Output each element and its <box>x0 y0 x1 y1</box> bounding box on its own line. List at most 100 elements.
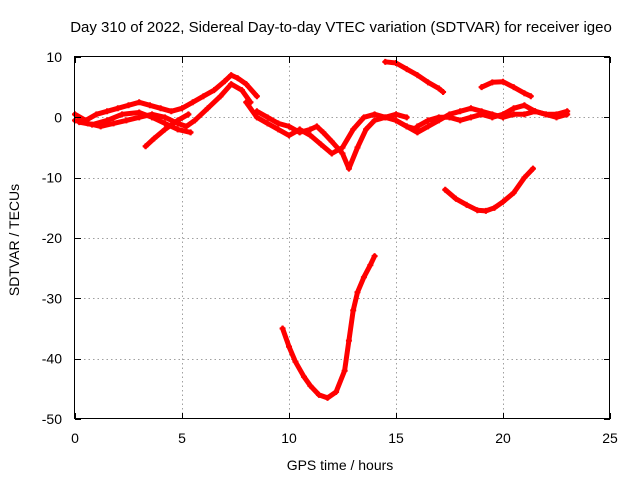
data-point <box>228 81 235 88</box>
data-point <box>478 84 485 91</box>
x-tick-label: 10 <box>281 430 297 446</box>
x-tick-label: 15 <box>388 430 404 446</box>
data-point <box>275 126 282 133</box>
data-point <box>510 105 517 112</box>
data-point <box>529 165 536 172</box>
data-point <box>521 90 528 97</box>
data-point <box>510 84 517 91</box>
data-point <box>403 114 410 121</box>
data-point <box>264 120 271 127</box>
data-point <box>350 126 357 133</box>
y-tick-label: 10 <box>46 49 62 65</box>
data-point <box>371 111 378 118</box>
series-track-l <box>442 166 536 214</box>
data-point <box>191 117 198 124</box>
x-tick-label: 25 <box>602 430 618 446</box>
data-point <box>500 111 506 118</box>
series-track-j <box>382 59 446 95</box>
plot-frame <box>74 56 610 419</box>
data-point <box>521 174 528 181</box>
data-point <box>339 150 346 157</box>
data-point <box>275 120 282 127</box>
y-tick-label: 0 <box>54 109 62 125</box>
data-point <box>403 66 410 73</box>
y-tick-label: -20 <box>42 230 62 246</box>
data-point <box>328 138 335 145</box>
data-point <box>238 87 245 94</box>
data-point <box>119 111 126 118</box>
data-point <box>264 114 271 121</box>
data-point <box>125 102 132 109</box>
data-point <box>425 117 432 124</box>
data-point <box>318 141 325 148</box>
data-point <box>435 114 442 121</box>
data-point <box>286 132 292 139</box>
data-point <box>414 72 421 79</box>
data-point <box>393 117 399 124</box>
data-point <box>221 78 228 85</box>
data-point <box>457 117 464 124</box>
data-point <box>360 274 367 281</box>
data-point <box>142 143 149 150</box>
data-point <box>510 189 517 196</box>
data-point <box>157 105 164 112</box>
data-point <box>307 126 314 133</box>
data-point <box>341 367 348 374</box>
data-point <box>345 337 352 344</box>
data-point <box>467 114 474 121</box>
data-point <box>211 87 218 94</box>
data-point <box>452 195 459 202</box>
data-point <box>333 388 340 395</box>
data-point <box>161 126 168 133</box>
data-point <box>491 204 498 211</box>
data-point <box>532 108 539 115</box>
series-track-b <box>72 81 253 129</box>
data-point <box>114 105 121 112</box>
data-point <box>442 186 449 193</box>
data-point <box>253 114 260 121</box>
data-point <box>521 111 528 118</box>
x-tick-label: 0 <box>71 430 79 446</box>
data-point <box>482 207 489 214</box>
data-point <box>183 123 190 130</box>
data-point <box>187 129 194 136</box>
data-point <box>296 129 303 136</box>
data-point <box>425 79 432 86</box>
series-track-i <box>280 253 378 401</box>
data-point <box>179 105 185 112</box>
data-point <box>467 105 474 112</box>
data-point <box>363 126 370 133</box>
data-point <box>521 102 528 109</box>
data-point <box>217 93 224 100</box>
x-tick-label: 20 <box>495 430 511 446</box>
series-layer <box>72 58 571 401</box>
data-point <box>553 114 560 121</box>
data-point <box>200 93 207 100</box>
data-point <box>313 123 320 130</box>
data-point <box>174 117 181 124</box>
tick-layer: 0 5 10 15 20 25 -50 -40 -30 -20 -10 0 10 <box>42 49 618 446</box>
data-point <box>89 121 96 128</box>
data-point <box>136 109 143 116</box>
data-point <box>123 117 130 124</box>
data-point <box>527 93 534 100</box>
data-point <box>228 72 235 79</box>
data-point <box>350 307 357 314</box>
data-point <box>414 123 421 130</box>
data-point <box>403 123 410 130</box>
data-point <box>253 108 260 115</box>
data-point <box>435 85 442 92</box>
data-point <box>168 108 175 115</box>
data-point <box>204 105 211 112</box>
data-point <box>564 111 571 118</box>
y-tick-label: -10 <box>42 170 62 186</box>
data-point <box>110 120 117 127</box>
data-point <box>354 289 361 296</box>
data-point <box>292 358 299 365</box>
data-point <box>328 150 335 157</box>
x-axis-label: GPS time / hours <box>287 457 394 473</box>
data-point <box>440 88 447 95</box>
data-point <box>161 114 168 121</box>
data-point <box>307 382 314 389</box>
